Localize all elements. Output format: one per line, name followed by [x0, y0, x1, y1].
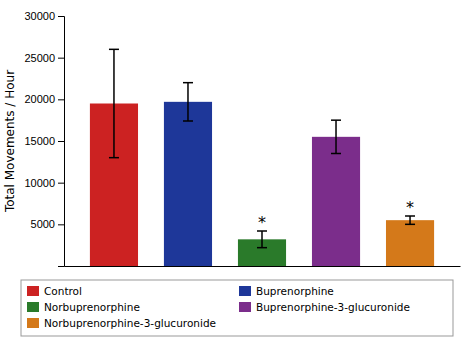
legend-item: Buprenorphine-3-glucuronide — [239, 301, 410, 313]
error-line — [409, 216, 411, 224]
y-tick-mark — [58, 16, 64, 17]
y-tick: 30000 — [24, 10, 64, 22]
y-tick-mark — [58, 183, 64, 184]
error-line — [187, 83, 189, 121]
y-tick-label: 20000 — [24, 93, 55, 105]
bar — [386, 220, 434, 266]
y-tick: 10000 — [24, 177, 64, 189]
legend-label: Norbuprenorphine — [44, 301, 140, 313]
error-cap — [109, 49, 119, 51]
error-bar — [183, 83, 193, 121]
marks — [90, 49, 434, 266]
error-line — [113, 49, 115, 157]
error-cap — [331, 153, 341, 155]
plot: 5000 10000 15000 20000 25000 30000 Total Movem… — [3, 10, 461, 266]
annotation: * — [258, 213, 266, 232]
x-axis-line — [65, 266, 461, 267]
legend-label: Norbuprenorphine-3-glucuronide — [44, 317, 216, 329]
x-axis — [65, 266, 461, 267]
error-cap — [331, 119, 341, 121]
legend: Control Buprenorphine Norbuprenorphine Bupr… — [21, 280, 453, 336]
legend-label: Buprenorphine — [256, 285, 334, 297]
y-axis-title: Total Movements / Hour — [3, 70, 17, 213]
bar — [164, 102, 212, 266]
legend-item: Control — [27, 285, 82, 297]
error-cap — [405, 224, 415, 226]
error-line — [335, 120, 337, 153]
y-tick-mark — [58, 141, 64, 142]
y-tick-mark — [58, 224, 64, 225]
y-tick-label: 10000 — [24, 177, 55, 189]
y-axis-line — [58, 17, 65, 267]
y-tick-mark — [58, 99, 64, 100]
y-tick: 25000 — [24, 52, 64, 64]
error-bar — [331, 120, 341, 153]
y-tick-mark — [58, 58, 64, 59]
error-cap — [257, 247, 267, 249]
annotation: * — [406, 198, 414, 217]
legend-frame — [21, 280, 453, 336]
error-bar — [109, 49, 119, 157]
error-line — [261, 231, 263, 248]
legend-item: Norbuprenorphine — [27, 301, 140, 313]
legend-swatch — [239, 286, 251, 296]
y-tick: 20000 — [24, 93, 64, 105]
y-tick-label: 25000 — [24, 52, 55, 64]
y-tick: 15000 — [24, 135, 64, 147]
error-cap — [183, 82, 193, 84]
error-bar — [257, 231, 267, 248]
error-cap — [183, 120, 193, 122]
legend-swatch — [27, 286, 39, 296]
legend-item: Buprenorphine — [239, 285, 334, 297]
legend-label: Buprenorphine-3-glucuronide — [256, 301, 410, 313]
legend-swatch — [27, 302, 39, 312]
legend-swatch — [239, 302, 251, 312]
y-axis: 5000 10000 15000 20000 25000 30000 — [24, 10, 64, 266]
legend-item: Norbuprenorphine-3-glucuronide — [27, 317, 216, 329]
y-tick-label: 5000 — [31, 218, 55, 230]
y-tick-label: 30000 — [24, 10, 55, 22]
error-cap — [109, 157, 119, 159]
y-tick: 5000 — [31, 218, 64, 230]
legend-label: Control — [44, 285, 82, 297]
y-tick-label: 15000 — [24, 135, 55, 147]
chart: 5000 10000 15000 20000 25000 30000 Total Movem… — [0, 0, 474, 340]
legend-swatch — [27, 318, 39, 328]
error-bar — [405, 216, 415, 224]
bar — [312, 137, 360, 266]
